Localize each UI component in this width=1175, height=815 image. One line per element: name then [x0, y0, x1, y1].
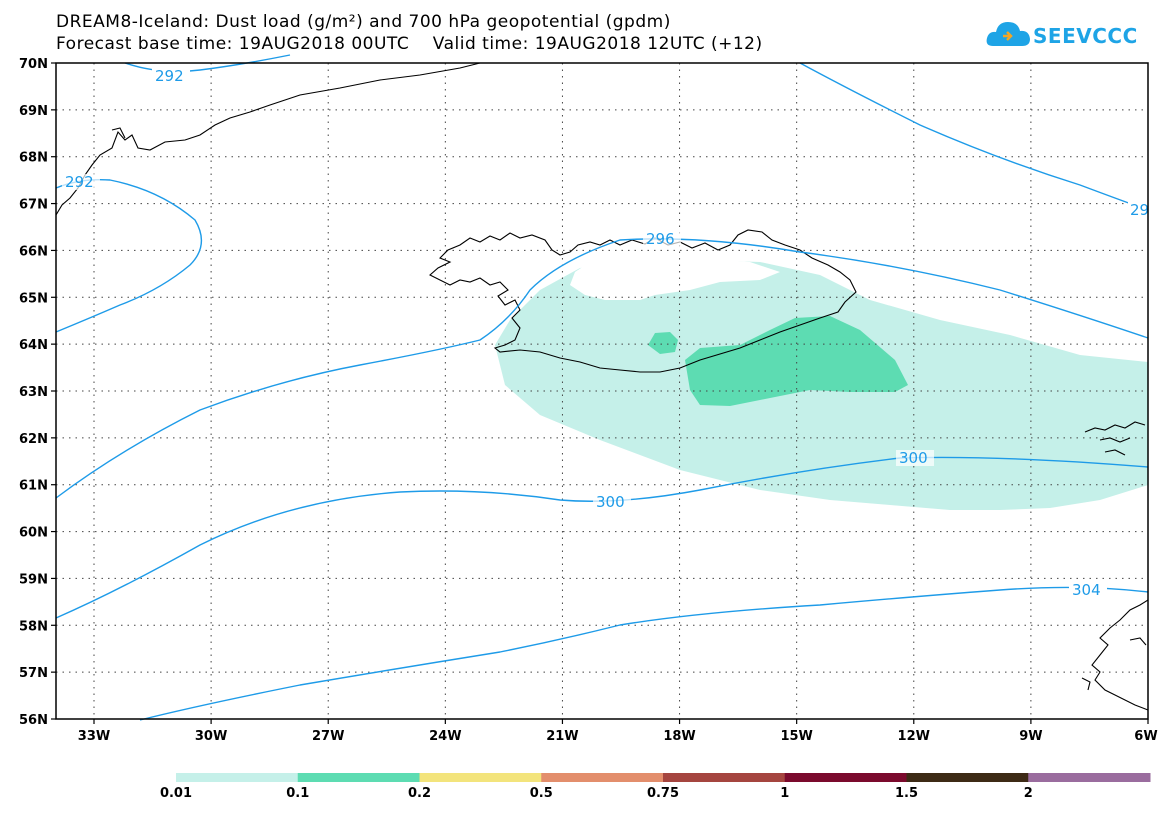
lon-label: 21W — [546, 729, 578, 744]
lon-label: 9W — [1019, 729, 1042, 744]
lat-label: 64N — [19, 338, 48, 353]
legend-label: 0.2 — [407, 786, 432, 801]
logo-text: SEEVCCC — [1033, 24, 1138, 48]
legend-swatch — [541, 773, 664, 782]
lon-label: 33W — [78, 729, 110, 744]
contour-296 — [55, 238, 1149, 499]
legend-label: 2 — [1023, 786, 1033, 801]
lat-label: 62N — [19, 432, 48, 447]
legend-swatch — [1028, 773, 1151, 782]
dust-area-mid — [685, 316, 908, 406]
legend-colorbar — [176, 773, 1151, 782]
contour-labels: 292 292 296 29 300 300 304 — [62, 67, 1150, 599]
dust-area-mid-small — [648, 332, 678, 354]
contour-label: 304 — [1072, 581, 1101, 599]
cloud-icon — [986, 22, 1030, 46]
lon-label: 30W — [195, 729, 227, 744]
lat-label: 70N — [19, 57, 48, 72]
lat-label: 67N — [19, 198, 48, 213]
contour-292-left — [55, 178, 203, 333]
lat-label: 65N — [19, 291, 48, 306]
contour-label: 292 — [155, 67, 184, 85]
lat-label: 56N — [19, 713, 48, 728]
lon-label: 18W — [663, 729, 695, 744]
lon-label: 15W — [780, 729, 812, 744]
legend-label: 1.5 — [894, 786, 919, 801]
contour-label: 296 — [646, 230, 675, 248]
lat-label: 57N — [19, 666, 48, 681]
lon-label: 6W — [1134, 729, 1157, 744]
lon-label: 27W — [312, 729, 344, 744]
contour-label: 300 — [596, 493, 625, 511]
legend-label: 0.1 — [286, 786, 310, 801]
legend-label: 0.01 — [159, 786, 193, 801]
seevccc-logo: SEEVCCC — [985, 14, 1155, 60]
contour-29x-right — [799, 62, 1149, 211]
legend-swatch — [297, 773, 420, 782]
contour-label: 300 — [899, 449, 928, 467]
graticule — [56, 63, 1148, 719]
lat-label: 58N — [19, 619, 48, 634]
contour-label: 29 — [1130, 201, 1149, 219]
legend-label: 0.5 — [529, 786, 553, 801]
legend-swatch — [663, 773, 786, 782]
map-title: DREAM8-Iceland: Dust load (g/m²) and 700… — [56, 12, 671, 32]
dust-area-white-hole — [570, 255, 780, 300]
map-subtitle: Forecast base time: 19AUG2018 00UTC Vali… — [56, 34, 763, 54]
legend-swatch — [419, 773, 542, 782]
legend-swatch — [906, 773, 1029, 782]
legend-swatch — [784, 773, 907, 782]
lat-label: 68N — [19, 151, 48, 166]
lat-label: 60N — [19, 526, 48, 541]
lat-label: 61N — [19, 479, 48, 494]
legend-label: 0.75 — [646, 786, 680, 801]
contour-304 — [139, 586, 1149, 721]
lat-label: 63N — [19, 385, 48, 400]
lon-label: 24W — [429, 729, 461, 744]
legend-swatch — [176, 773, 299, 782]
latitude-labels: 70N 69N 68N 67N 66N 65N 64N 63N 62N 61N 60N 59N 58N 5… — [19, 57, 48, 728]
legend-label: 1 — [780, 786, 790, 801]
longitude-labels: 33W 30W 27W 24W 21W 18W 15W 12W 9W 6W — [78, 729, 1158, 744]
contour-292-top — [124, 54, 291, 73]
axis-ticks — [51, 62, 1149, 724]
contour-label: 292 — [65, 173, 94, 191]
lat-label: 59N — [19, 572, 48, 587]
lat-label: 69N — [19, 104, 48, 119]
lat-label: 66N — [19, 244, 48, 259]
lon-label: 12W — [898, 729, 930, 744]
